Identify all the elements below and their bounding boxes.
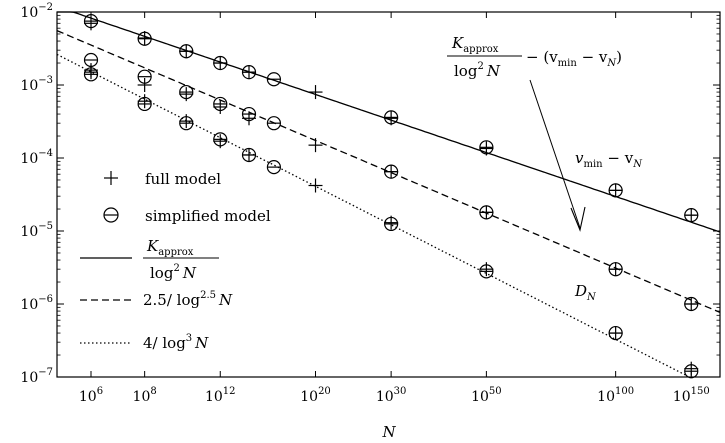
point-simplified-model — [83, 52, 99, 68]
point-simplified-model — [384, 216, 399, 232]
point-simplified-model — [684, 296, 699, 312]
legend-dashed-label: 2.5/ log2.5 N — [143, 290, 233, 309]
legend-solid-denominator: log2 N — [150, 263, 197, 282]
annotation-vmin-vn: vmin − vN — [575, 149, 643, 170]
y-tick-label: 10−2 — [20, 2, 53, 21]
x-tick-label: 1012 — [205, 386, 236, 405]
x-tick-label: 1030 — [376, 386, 407, 405]
point-full-model — [479, 141, 494, 156]
y-tick-labels: 10−2 10−3 10−4 10−5 10−6 10−7 — [20, 2, 53, 386]
point-simplified-model — [479, 205, 494, 220]
point-full-model — [384, 111, 399, 126]
point-simplified-model — [479, 264, 494, 279]
point-simplified-model — [266, 72, 282, 87]
point-simplified-model — [83, 14, 99, 29]
curve-solid — [57, 11, 721, 233]
x-tick-label: 106 — [79, 386, 103, 405]
legend-solid-numerator: Kapprox — [146, 237, 194, 258]
legend-item-full-model: full model — [104, 170, 221, 188]
y-tick-label: 10−4 — [20, 148, 53, 167]
legend: full model simplified model Kapprox log2… — [80, 170, 271, 352]
model-curves — [56, 11, 721, 377]
legend-dotted-label: 4/ log3 N — [143, 333, 209, 352]
point-simplified-model — [137, 69, 152, 84]
annotation-top-denominator: log2 N — [454, 61, 501, 80]
point-simplified-model — [384, 110, 399, 125]
point-simplified-model — [137, 96, 152, 112]
point-full-model — [308, 138, 323, 153]
point-simplified-model — [684, 364, 699, 379]
x-tick-label: 1050 — [471, 386, 502, 405]
curve-dotted — [56, 53, 688, 377]
x-tick-label: 10150 — [673, 386, 710, 405]
point-full-model — [213, 99, 228, 114]
annotation-dn: DN — [574, 282, 597, 303]
x-axis-title: N — [381, 423, 396, 441]
data-points — [83, 14, 699, 379]
point-simplified-model — [266, 116, 282, 131]
point-simplified-model — [684, 208, 699, 223]
point-simplified-model — [137, 31, 152, 46]
point-simplified-model — [608, 183, 623, 198]
point-simplified-model — [213, 132, 228, 147]
point-simplified-model — [83, 67, 99, 82]
annotation-top: Kapprox log2 N − (vmin − vN) — [447, 34, 622, 232]
point-simplified-model — [179, 44, 194, 59]
y-tick-label: 10−5 — [20, 221, 53, 240]
point-full-model — [137, 78, 152, 92]
x-tick-label: 108 — [133, 386, 157, 405]
point-simplified-model — [608, 262, 623, 277]
legend-label-full-model: full model — [145, 170, 221, 188]
point-simplified-model — [179, 116, 194, 131]
legend-item-solid-curve: Kapprox log2 N — [80, 237, 219, 282]
point-full-model — [308, 85, 323, 100]
annotation-arrow-head — [570, 206, 586, 232]
point-full-model — [684, 361, 699, 376]
x-tick-label: 1020 — [300, 386, 331, 405]
curve-dashed — [56, 30, 721, 313]
point-simplified-model — [241, 147, 257, 163]
axis-ticks — [57, 11, 720, 378]
legend-item-simplified-model: simplified model — [103, 207, 271, 225]
point-simplified-model — [213, 96, 228, 112]
x-tick-labels: 106 108 1012 1020 1030 1050 10100 10150 — [79, 386, 710, 405]
point-simplified-model — [608, 325, 623, 341]
y-tick-label: 10−3 — [20, 75, 53, 94]
point-simplified-model — [213, 55, 228, 71]
point-simplified-model — [241, 106, 257, 122]
point-full-model — [137, 94, 152, 109]
y-tick-label: 10−6 — [20, 294, 53, 313]
point-simplified-model — [266, 160, 282, 175]
legend-item-dashed-curve: 2.5/ log2.5 N — [80, 290, 233, 309]
x-tick-label: 10100 — [597, 386, 634, 405]
point-full-model — [308, 178, 323, 193]
legend-item-dotted-curve: 4/ log3 N — [80, 333, 209, 352]
annotation-top-rest: − (vmin − vN) — [526, 48, 622, 69]
point-full-model — [137, 31, 152, 46]
annotation-arrow — [529, 79, 581, 229]
annotation-top-numerator: Kapprox — [451, 34, 499, 55]
y-tick-label: 10−7 — [20, 367, 53, 386]
legend-label-simplified-model: simplified model — [145, 207, 271, 225]
point-simplified-model — [479, 140, 494, 155]
point-simplified-model — [384, 164, 399, 179]
point-simplified-model — [241, 65, 257, 80]
point-simplified-model — [179, 84, 194, 100]
plot-frame — [56, 11, 721, 378]
